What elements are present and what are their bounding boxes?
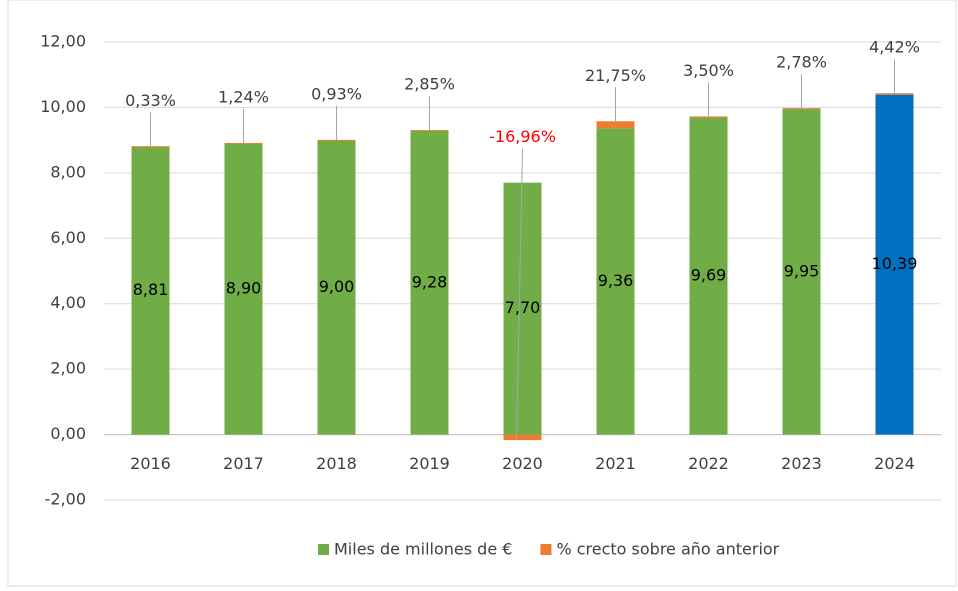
x-tick-label: 2017 <box>223 454 264 473</box>
bar-segment <box>503 182 542 435</box>
bar-segment <box>410 130 449 132</box>
value-label: -16,96% <box>489 127 556 146</box>
value-label: 9,36 <box>598 271 634 290</box>
bar-segment <box>503 434 542 441</box>
value-label: 8,90 <box>226 278 262 297</box>
bar-segment <box>596 128 635 435</box>
value-label: 2,85% <box>404 75 455 94</box>
x-tick-label: 2023 <box>781 454 822 473</box>
value-label: 2,78% <box>776 53 827 72</box>
bar-segment <box>875 93 914 95</box>
legend-swatch <box>318 544 329 555</box>
bar-segment <box>224 143 263 145</box>
y-tick-label: 2,00 <box>50 359 86 378</box>
value-label: 9,28 <box>412 272 448 291</box>
bar-segment <box>782 108 821 110</box>
y-tick-label: 8,00 <box>50 162 86 181</box>
value-label: 1,24% <box>218 88 269 107</box>
value-label: 8,81 <box>133 280 169 299</box>
value-label: 4,42% <box>869 38 920 57</box>
bar-segment <box>317 139 356 141</box>
x-tick-label: 2024 <box>874 454 915 473</box>
x-tick-label: 2021 <box>595 454 636 473</box>
bar-segment <box>224 143 263 435</box>
y-tick-label: 12,00 <box>40 32 86 51</box>
value-label: 3,50% <box>683 61 734 80</box>
x-tick-label: 2020 <box>502 454 543 473</box>
value-label: 9,00 <box>319 277 355 296</box>
x-tick-label: 2019 <box>409 454 450 473</box>
value-label: 7,70 <box>505 298 541 317</box>
value-label: 9,95 <box>784 261 820 280</box>
bar-segment <box>131 146 170 435</box>
leader-line <box>516 148 523 441</box>
bar-segment <box>782 109 821 435</box>
x-tick-label: 2018 <box>316 454 357 473</box>
y-tick-label: 0,00 <box>50 424 86 443</box>
bar-segment <box>317 140 356 435</box>
value-label: 0,93% <box>311 84 362 103</box>
y-tick-label: 10,00 <box>40 97 86 116</box>
y-tick-label: -2,00 <box>45 490 86 509</box>
bar-segment <box>689 117 728 435</box>
legend-label: % crecto sobre año anterior <box>556 540 779 559</box>
bar-segment <box>875 94 914 435</box>
legend-swatch <box>540 544 552 555</box>
value-label: 10,39 <box>872 254 918 273</box>
x-tick-label: 2016 <box>130 454 171 473</box>
value-label: 21,75% <box>585 66 646 85</box>
bar-segment <box>410 130 449 435</box>
y-tick-label: 4,00 <box>50 293 86 312</box>
x-tick-label: 2022 <box>688 454 729 473</box>
bar-segment <box>689 116 728 118</box>
value-label: 9,69 <box>691 266 727 285</box>
legend-label: Miles de millones de € <box>334 540 512 559</box>
value-label: 0,33% <box>125 91 176 110</box>
bar-segment <box>596 121 635 129</box>
bar-segment <box>131 146 170 148</box>
y-tick-label: 6,00 <box>50 228 86 247</box>
